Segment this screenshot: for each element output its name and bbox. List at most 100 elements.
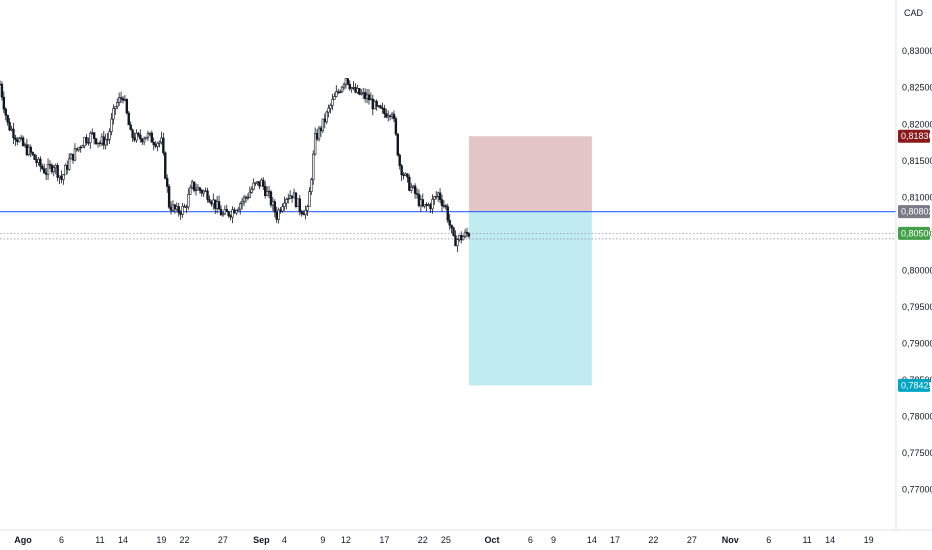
x-tick-label: 19	[864, 535, 874, 545]
stop-loss-zone[interactable]	[468, 136, 592, 212]
candle	[112, 104, 115, 125]
candle	[116, 98, 119, 110]
candle	[60, 170, 63, 184]
candle	[313, 127, 317, 156]
y-tick-label: 0,82500	[902, 83, 932, 93]
x-tick-label: 12	[341, 535, 351, 545]
candle	[242, 194, 246, 207]
price-tag[interactable]: 0,80506	[898, 226, 932, 240]
price-tag-label: 0,81836	[901, 131, 932, 141]
candle	[177, 202, 180, 217]
candle	[386, 110, 390, 122]
candle	[123, 95, 127, 102]
candle	[52, 165, 56, 177]
y-tick-label: 0,81500	[902, 156, 932, 166]
candle	[102, 130, 105, 150]
candle	[141, 137, 144, 146]
candle	[81, 144, 84, 148]
candle	[91, 128, 94, 136]
candle	[21, 135, 25, 147]
candle	[348, 80, 351, 91]
candle	[144, 136, 148, 140]
candle	[287, 193, 290, 204]
candle	[415, 188, 419, 199]
candle	[92, 132, 96, 145]
price-tag-label: 0,80803	[901, 207, 932, 217]
candle	[69, 153, 73, 160]
candle	[33, 153, 36, 160]
candle	[71, 153, 75, 164]
candle	[460, 231, 463, 244]
candle	[98, 140, 102, 147]
candle	[6, 114, 9, 126]
candle	[165, 174, 169, 193]
y-tick-label: 0,82000	[902, 119, 932, 129]
candle	[10, 125, 13, 132]
candle	[375, 99, 378, 111]
candle	[392, 110, 396, 123]
candle	[87, 137, 90, 146]
candle	[294, 191, 298, 209]
candle	[110, 113, 113, 136]
candle	[64, 163, 67, 176]
candle	[333, 92, 336, 100]
candle	[181, 202, 184, 218]
x-tick-label: 9	[551, 535, 556, 545]
candle	[14, 134, 17, 146]
candle	[121, 96, 125, 104]
candle	[381, 102, 384, 114]
candle	[337, 88, 340, 95]
candle	[352, 81, 355, 91]
price-tag[interactable]: 0,78425	[898, 378, 932, 392]
candle	[12, 122, 15, 145]
candle	[421, 193, 424, 208]
x-tick-label: 27	[687, 535, 697, 545]
candle	[29, 144, 32, 158]
candle	[406, 173, 409, 183]
candle	[18, 136, 21, 143]
candle	[148, 132, 152, 137]
price-tag[interactable]: 0,81836	[898, 129, 932, 143]
candle	[425, 202, 428, 212]
candle	[231, 206, 234, 224]
candle	[288, 190, 292, 200]
candle	[248, 186, 252, 199]
y-tick-label: 0,81000	[902, 192, 932, 202]
x-tick-label: 14	[118, 535, 128, 545]
y-tick-label: 0,80000	[902, 265, 932, 275]
candle	[2, 91, 6, 113]
candle	[254, 182, 257, 187]
x-tick-label: Nov	[722, 535, 739, 545]
candle	[358, 87, 361, 96]
candle	[42, 163, 46, 174]
candle	[435, 191, 438, 200]
x-tick-label: 6	[766, 535, 771, 545]
candle	[25, 138, 29, 157]
candle	[198, 186, 202, 194]
candle	[285, 197, 288, 210]
x-tick-label: 22	[418, 535, 428, 545]
candle	[262, 177, 265, 190]
candle	[436, 191, 440, 202]
x-tick-label: 14	[587, 535, 597, 545]
candle	[125, 98, 129, 115]
price-tag[interactable]: 0,80803	[898, 205, 932, 219]
candle	[450, 224, 453, 234]
candle	[135, 129, 138, 143]
candle	[192, 181, 196, 193]
candle	[342, 82, 346, 91]
candle	[39, 156, 42, 172]
candle	[190, 179, 194, 190]
time-axis: Ago 6 11 14 19 22 27 Sep 4 9 12 17 22 25 Oct 6 9 14 17 22 27…	[0, 529, 932, 545]
candle	[269, 189, 273, 208]
candle	[0, 81, 4, 101]
take-profit-zone[interactable]	[468, 211, 592, 386]
candle	[317, 125, 321, 142]
candle	[79, 145, 82, 153]
candle	[202, 189, 205, 197]
candle	[139, 129, 142, 143]
candle	[385, 108, 388, 119]
candle	[189, 184, 192, 195]
candle	[315, 128, 319, 141]
